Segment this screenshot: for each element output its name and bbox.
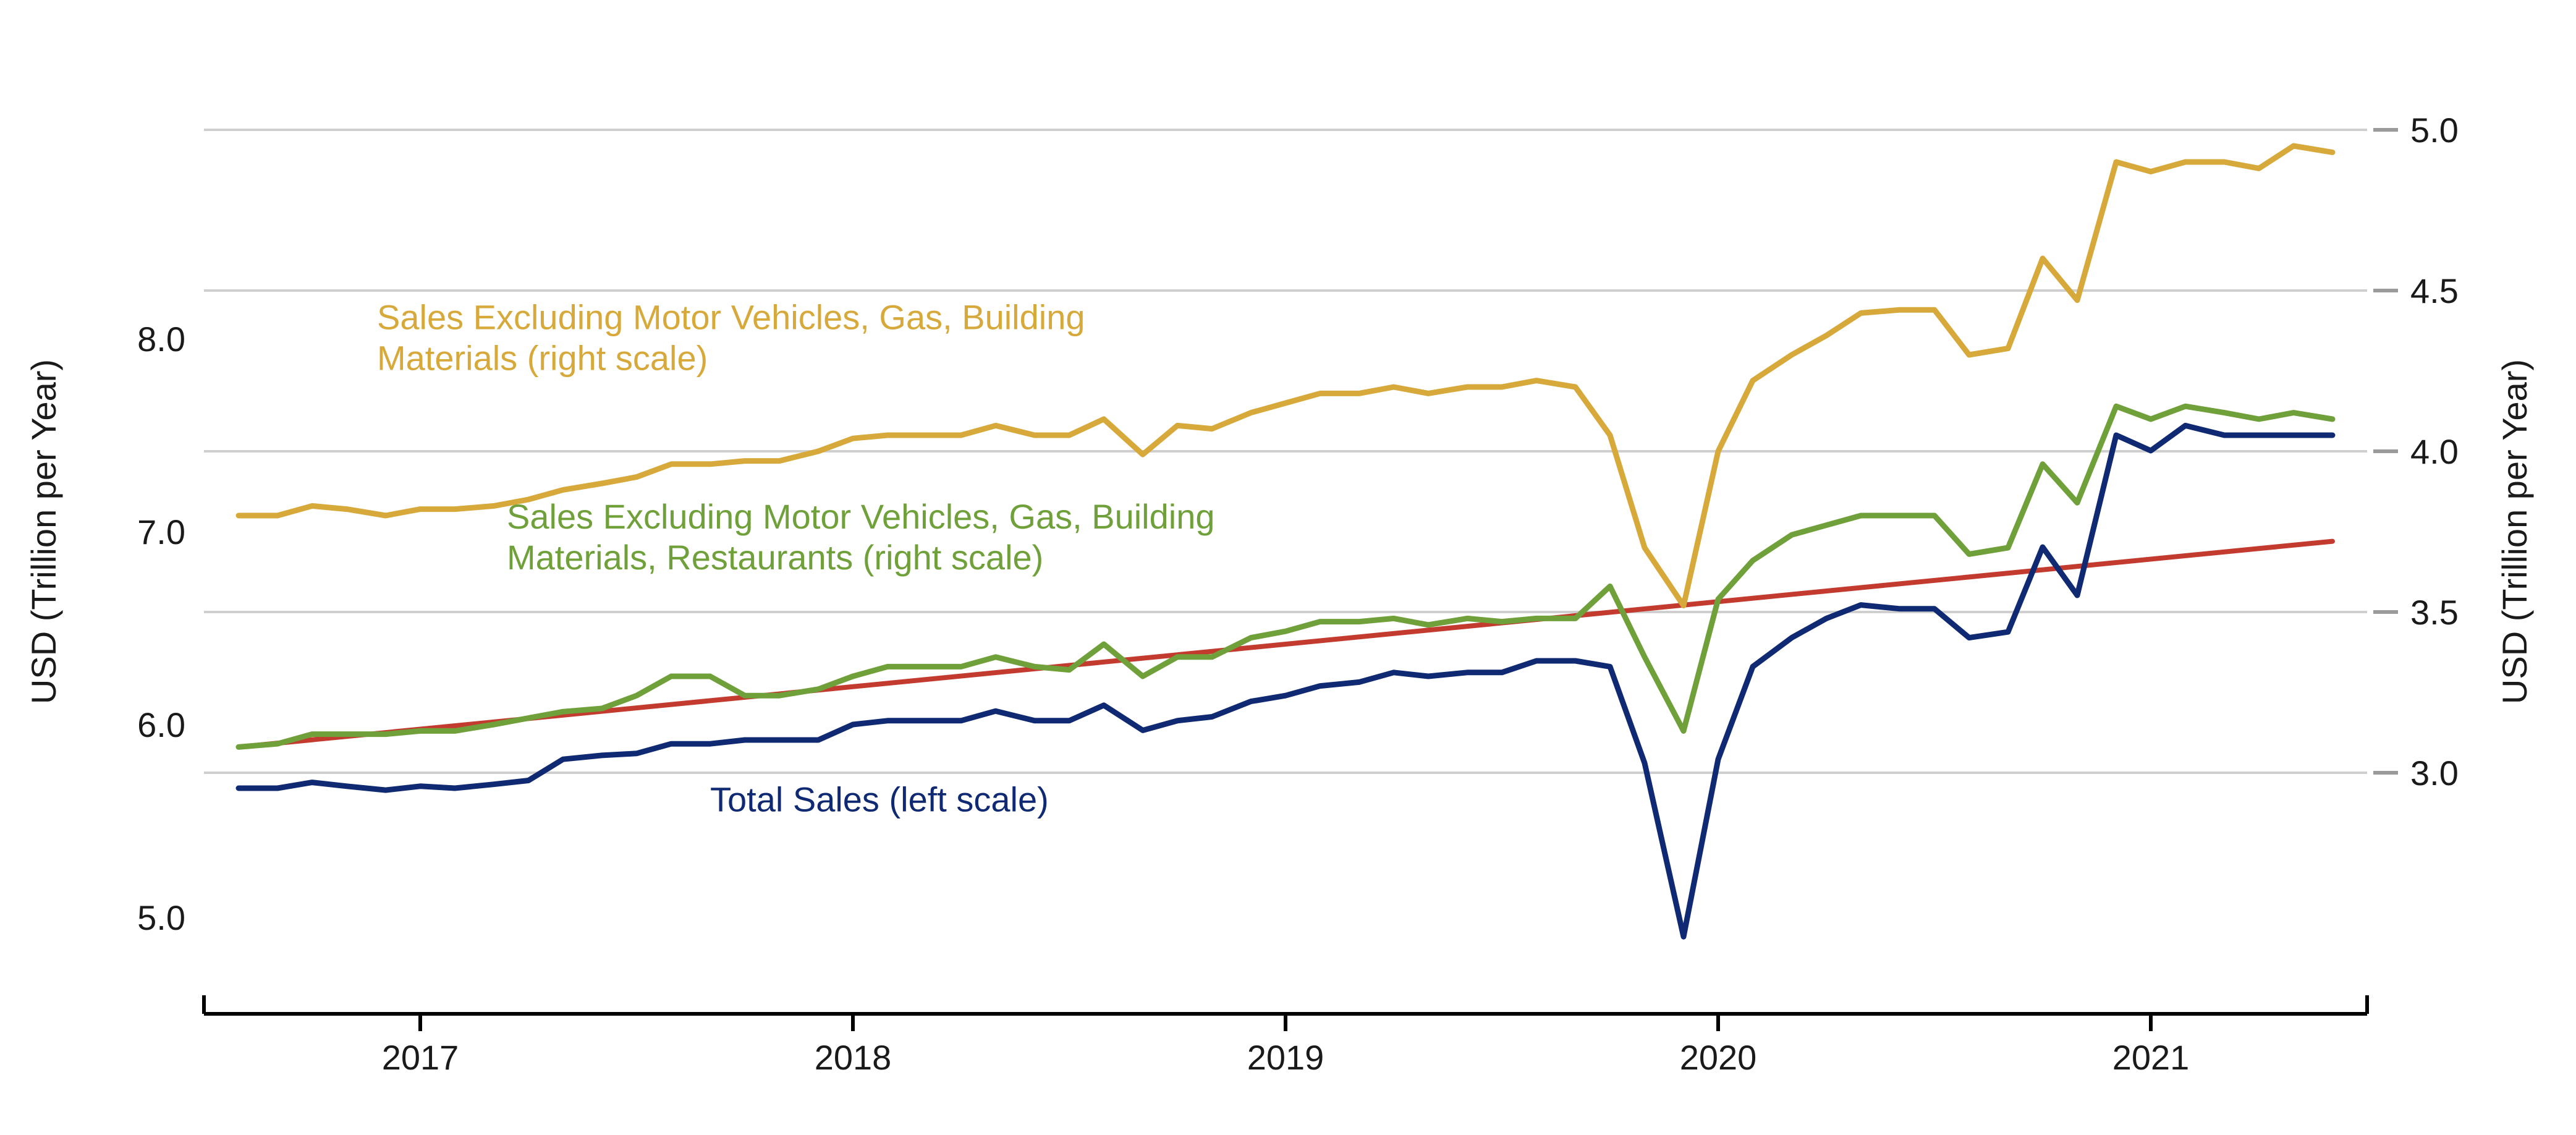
right-tick-label: 4.5 [2410,271,2459,310]
series-label-line: Sales Excluding Motor Vehicles, Gas, Bui… [377,297,1085,336]
right-tick-label: 3.5 [2410,593,2459,632]
left-tick-label: 6.0 [137,705,185,744]
left-tick-label: 5.0 [137,898,185,937]
right-axis-title: USD (Trillion per Year) [2495,359,2534,704]
series-label-line: Materials, Restaurants (right scale) [507,538,1043,577]
left-axis-title: USD (Trillion per Year) [24,359,63,704]
series-label-total_sales: Total Sales (left scale) [710,780,1049,818]
x-tick-label: 2019 [1247,1038,1324,1077]
right-tick-label: 5.0 [2410,111,2459,150]
chart-root: 2017 2018 2019 2020 2021 5.0 6.0 7.0 8.0 3.0 3.5 4.… [0,0,2576,1135]
left-tick-label: 7.0 [137,512,185,551]
x-tick-label: 2021 [2112,1038,2190,1077]
right-tick-label: 4.0 [2410,432,2459,471]
chart-background [0,0,2576,1135]
series-label-line: Total Sales (left scale) [710,780,1049,818]
left-tick-label: 8.0 [137,320,185,359]
x-tick-label: 2017 [382,1038,459,1077]
x-tick-label: 2018 [815,1038,892,1077]
series-label-line: Sales Excluding Motor Vehicles, Gas, Bui… [507,497,1214,536]
right-tick-label: 3.0 [2410,754,2459,793]
x-tick-label: 2020 [1680,1038,1757,1077]
line-chart: 2017 2018 2019 2020 2021 5.0 6.0 7.0 8.0 3.0 3.5 4.… [0,0,2576,1135]
series-label-line: Materials (right scale) [377,338,708,377]
